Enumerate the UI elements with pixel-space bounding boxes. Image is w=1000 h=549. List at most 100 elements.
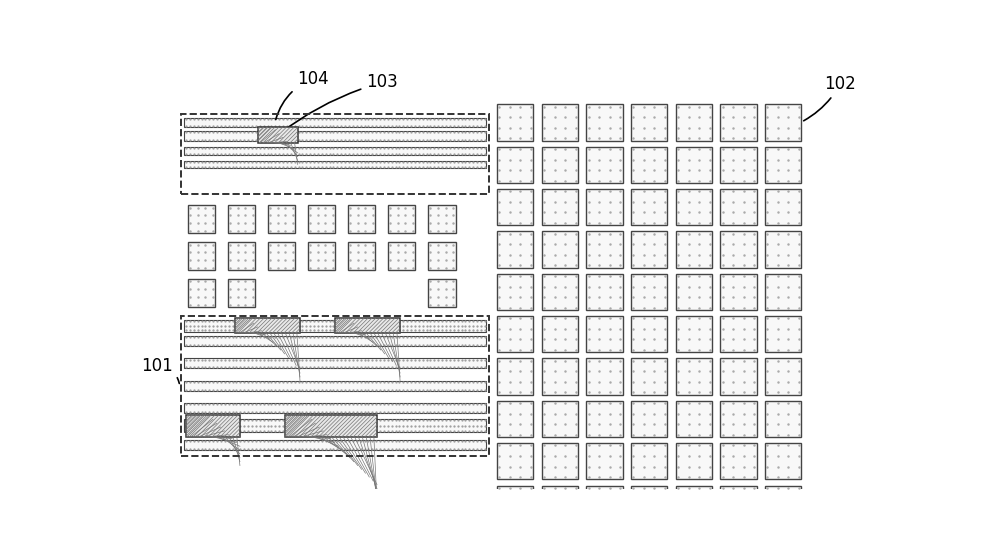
Bar	[720, 189, 757, 225]
Bar	[720, 316, 757, 352]
Bar	[631, 189, 667, 225]
Bar	[181, 316, 489, 456]
Bar	[228, 205, 255, 233]
Bar	[586, 104, 623, 141]
Bar	[497, 443, 533, 479]
Bar	[184, 336, 486, 346]
Bar	[542, 528, 578, 549]
Bar	[388, 242, 415, 270]
Bar	[235, 318, 300, 333]
Bar	[765, 316, 801, 352]
Bar	[586, 358, 623, 395]
Bar	[181, 114, 489, 194]
Bar	[497, 358, 533, 395]
Bar	[720, 443, 757, 479]
Bar	[765, 401, 801, 437]
Bar	[631, 104, 667, 141]
Bar	[765, 274, 801, 310]
Bar	[720, 232, 757, 267]
Bar	[676, 401, 712, 437]
Bar	[542, 316, 578, 352]
Bar	[542, 189, 578, 225]
Bar	[765, 232, 801, 267]
Bar	[497, 485, 533, 522]
Bar	[586, 528, 623, 549]
Bar	[497, 401, 533, 437]
Bar	[497, 232, 533, 267]
Bar	[268, 242, 295, 270]
Text: 102: 102	[804, 75, 856, 121]
Bar	[184, 147, 486, 155]
Bar	[348, 205, 375, 233]
Bar	[765, 443, 801, 479]
Bar	[765, 104, 801, 141]
Bar	[497, 104, 533, 141]
Bar	[542, 104, 578, 141]
Bar	[497, 528, 533, 549]
Bar	[676, 189, 712, 225]
Bar	[428, 279, 456, 307]
Bar	[308, 205, 335, 233]
Bar	[676, 443, 712, 479]
Bar	[497, 274, 533, 310]
Bar	[542, 358, 578, 395]
Bar	[586, 485, 623, 522]
Bar	[188, 242, 215, 270]
Bar	[184, 381, 486, 391]
Bar	[631, 147, 667, 183]
Bar	[285, 414, 377, 437]
Bar	[586, 401, 623, 437]
Bar	[586, 189, 623, 225]
Bar	[542, 485, 578, 522]
Bar	[676, 485, 712, 522]
Bar	[631, 316, 667, 352]
Bar	[258, 127, 298, 143]
Bar	[586, 316, 623, 352]
Text: 104: 104	[276, 70, 329, 120]
Bar	[188, 279, 215, 307]
Bar	[676, 528, 712, 549]
Bar	[765, 485, 801, 522]
Bar	[676, 232, 712, 267]
Bar	[542, 443, 578, 479]
Bar	[720, 401, 757, 437]
Bar	[720, 358, 757, 395]
Bar	[631, 232, 667, 267]
Bar	[184, 131, 486, 141]
Bar	[586, 232, 623, 267]
Bar	[542, 274, 578, 310]
Bar	[184, 358, 486, 368]
Bar	[720, 274, 757, 310]
Bar	[676, 274, 712, 310]
Bar	[308, 242, 335, 270]
Bar	[497, 189, 533, 225]
Bar	[388, 205, 415, 233]
Bar	[720, 147, 757, 183]
Bar	[542, 401, 578, 437]
Bar	[184, 419, 486, 433]
Bar	[184, 161, 486, 169]
Bar	[765, 189, 801, 225]
Bar	[676, 316, 712, 352]
Bar	[676, 104, 712, 141]
Bar	[631, 443, 667, 479]
Bar	[720, 528, 757, 549]
Bar	[765, 528, 801, 549]
Bar	[586, 443, 623, 479]
Bar	[720, 104, 757, 141]
Text: 103: 103	[280, 74, 398, 133]
Bar	[765, 147, 801, 183]
Bar	[765, 358, 801, 395]
Bar	[631, 358, 667, 395]
Bar	[586, 274, 623, 310]
Bar	[676, 147, 712, 183]
Bar	[631, 485, 667, 522]
Bar	[184, 118, 486, 127]
Bar	[228, 242, 255, 270]
Bar	[184, 320, 486, 332]
Bar	[497, 147, 533, 183]
Bar	[268, 205, 295, 233]
Bar	[542, 232, 578, 267]
Bar	[184, 403, 486, 413]
Bar	[335, 318, 400, 333]
